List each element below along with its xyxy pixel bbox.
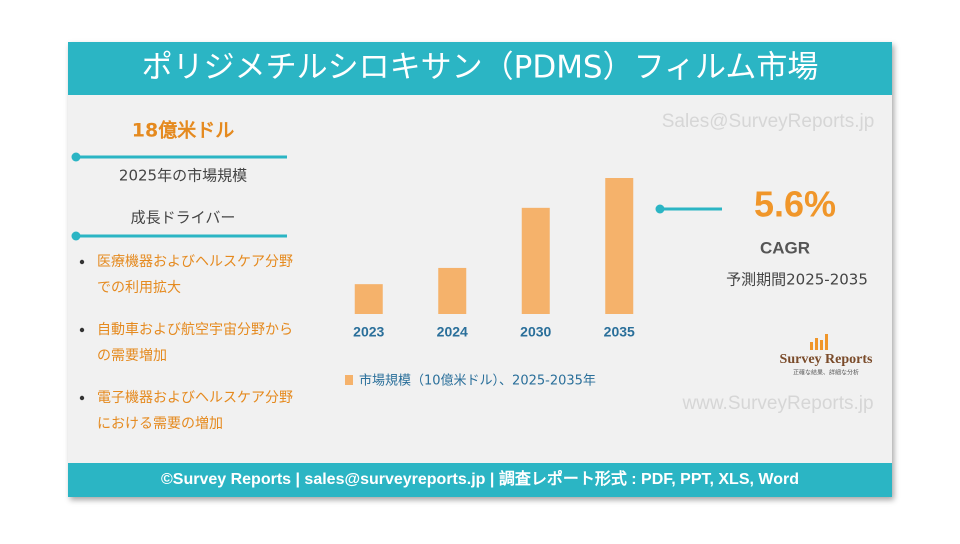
market-size-label: 2025年の市場規模: [119, 167, 247, 185]
bullet: [79, 327, 85, 333]
bar: [438, 267, 467, 314]
bar: [354, 284, 383, 314]
divider-dot: [71, 152, 81, 162]
driver-text: 電子機器およびヘルスケア分野: [97, 390, 293, 406]
title: ポリジメチルシロキサン（PDMS）フィルム市場: [142, 50, 819, 86]
driver-text: における需要の増加: [97, 416, 223, 432]
legend-label: 市場規模（10億米ドル）、2025-2035年: [359, 373, 596, 389]
logo-tagline: 正確な結果、詳細な分析: [793, 369, 859, 377]
driver-text: 自動車および航空宇宙分野から: [97, 321, 293, 338]
bullet: [79, 259, 85, 265]
x-tick-label: 2030: [520, 324, 551, 340]
drivers-title: 成長ドライバー: [131, 209, 236, 227]
x-tick-label: 2035: [604, 324, 635, 340]
driver-text: の需要増加: [97, 348, 167, 364]
logo-icon: [810, 334, 828, 350]
driver-text: での利用拡大: [97, 280, 181, 296]
driver-text: 医療機器およびヘルスケア分野: [97, 253, 293, 270]
divider-dot: [71, 231, 81, 241]
legend-swatch: [345, 375, 353, 385]
watermark: Sales@SurveyReports.jp: [662, 111, 875, 132]
cagr-period: 予測期間2025-2035: [726, 271, 868, 289]
header-bar: [68, 42, 892, 95]
footer-text: ©Survey Reports | sales@surveyreports.jp…: [161, 469, 799, 488]
x-tick-label: 2023: [353, 324, 384, 340]
bullet: [79, 395, 85, 401]
cagr-value: 5.6%: [754, 184, 836, 225]
card: [68, 42, 892, 497]
x-tick-label: 2024: [437, 324, 468, 340]
bar: [605, 178, 634, 314]
footer-bar: [68, 463, 892, 497]
divider-dot: [655, 204, 665, 214]
market-size: 18億米ドル: [132, 119, 234, 142]
logo-name: Survey Reports: [780, 352, 873, 367]
watermark: www.SurveyReports.jp: [681, 393, 873, 414]
cagr-label: CAGR: [760, 238, 810, 257]
bar: [521, 207, 550, 314]
